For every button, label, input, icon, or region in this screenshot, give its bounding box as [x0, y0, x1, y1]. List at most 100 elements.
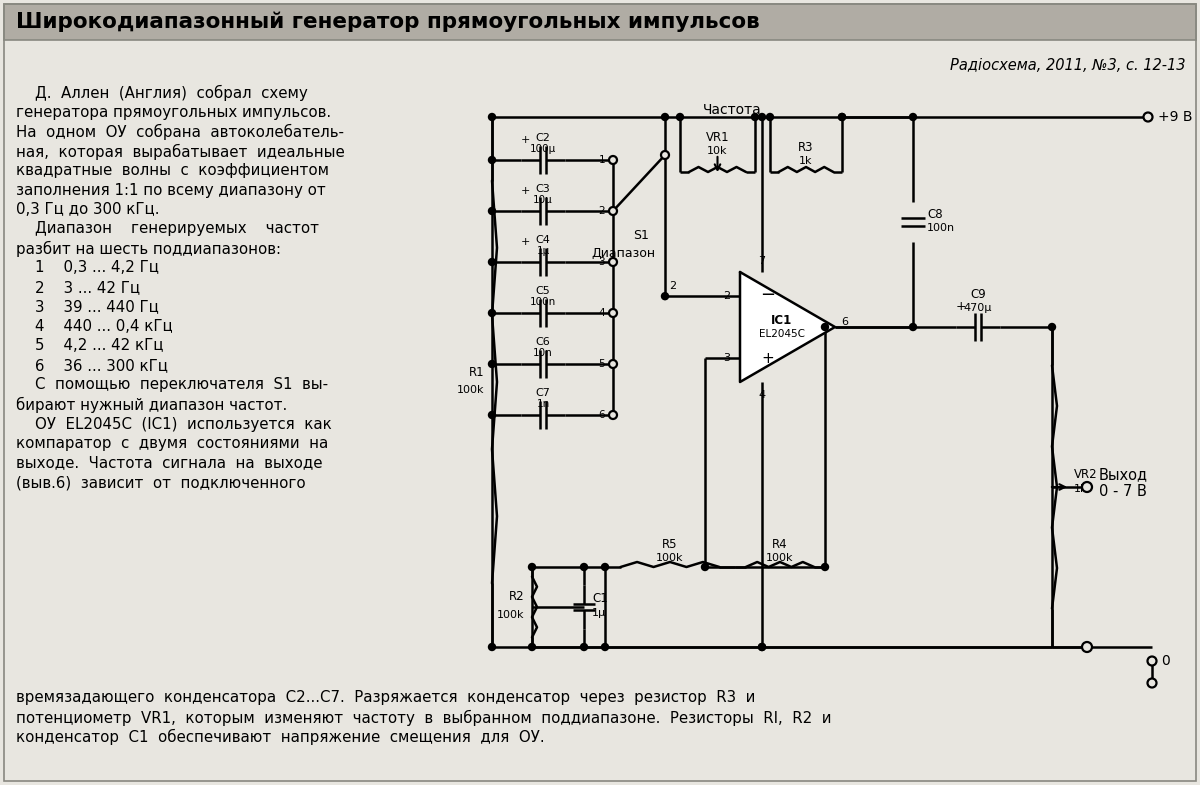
Text: 1n: 1n: [536, 399, 550, 409]
Circle shape: [1147, 656, 1157, 666]
Text: ная,  которая  вырабатывает  идеальные: ная, которая вырабатывает идеальные: [16, 144, 344, 159]
Text: VR1: VR1: [706, 131, 730, 144]
Text: C9: C9: [970, 288, 986, 301]
Text: компаратор  с  двумя  состояниями  на: компаратор с двумя состояниями на: [16, 436, 329, 451]
Circle shape: [528, 564, 535, 571]
Circle shape: [1144, 112, 1152, 122]
Text: C7: C7: [535, 388, 551, 398]
Text: 0 - 7 В: 0 - 7 В: [1099, 484, 1147, 498]
Text: Диапазон: Диапазон: [590, 247, 655, 260]
Text: 10n: 10n: [533, 348, 553, 358]
Circle shape: [488, 156, 496, 163]
Text: +: +: [521, 135, 529, 145]
Circle shape: [822, 564, 828, 571]
Circle shape: [488, 258, 496, 265]
Bar: [4, 4, 1196, 40]
Text: 100n: 100n: [928, 223, 955, 233]
Circle shape: [751, 114, 758, 121]
Text: 1μ: 1μ: [592, 608, 606, 618]
Circle shape: [488, 114, 496, 121]
Text: C2: C2: [535, 133, 551, 143]
Text: 0,3 Гц до 300 кГц.: 0,3 Гц до 300 кГц.: [16, 202, 160, 217]
Text: Радіосхема, 2011, №3, с. 12-13: Радіосхема, 2011, №3, с. 12-13: [949, 57, 1186, 72]
Text: C6: C6: [535, 337, 551, 347]
Circle shape: [758, 644, 766, 651]
Text: R3: R3: [798, 141, 814, 154]
Circle shape: [839, 114, 846, 121]
Circle shape: [488, 309, 496, 316]
Text: +: +: [762, 352, 774, 367]
Circle shape: [610, 258, 617, 266]
Circle shape: [839, 114, 846, 121]
Text: 4: 4: [758, 390, 766, 400]
Text: генератора прямоугольных импульсов.: генератора прямоугольных импульсов.: [16, 104, 331, 119]
Circle shape: [610, 411, 617, 419]
Text: 100k: 100k: [456, 385, 484, 395]
Text: ОУ  EL2045C  (IC1)  используется  как: ОУ EL2045C (IC1) используется как: [16, 417, 331, 432]
Text: 0: 0: [1162, 654, 1170, 668]
Text: 6: 6: [841, 317, 848, 327]
Text: −: −: [761, 287, 775, 305]
Circle shape: [661, 114, 668, 121]
Text: 2: 2: [722, 291, 730, 301]
Text: 4: 4: [599, 308, 605, 318]
Text: +: +: [521, 237, 529, 247]
Circle shape: [610, 309, 617, 317]
Text: 1k: 1k: [799, 156, 812, 166]
Text: 100μ: 100μ: [530, 144, 556, 154]
Text: 10k: 10k: [707, 146, 727, 156]
Circle shape: [677, 114, 684, 121]
Text: Частота: Частота: [703, 103, 762, 117]
Text: 1    0,3 ... 4,2 Гц: 1 0,3 ... 4,2 Гц: [16, 261, 158, 276]
Text: Диапазон    генерируемых    частот: Диапазон генерируемых частот: [16, 221, 319, 236]
Circle shape: [1082, 482, 1092, 492]
Circle shape: [488, 411, 496, 418]
Circle shape: [702, 564, 708, 571]
Circle shape: [1147, 678, 1157, 688]
Text: R1: R1: [468, 366, 484, 378]
Text: 470μ: 470μ: [964, 303, 992, 313]
Text: +9 В: +9 В: [1158, 110, 1193, 124]
Text: 4    440 ... 0,4 кГц: 4 440 ... 0,4 кГц: [16, 319, 173, 334]
Text: 1μ: 1μ: [536, 246, 550, 256]
Circle shape: [767, 114, 774, 121]
Text: (выв.6)  зависит  от  подключенного: (выв.6) зависит от подключенного: [16, 475, 306, 490]
Text: квадратные  волны  с  коэффициентом: квадратные волны с коэффициентом: [16, 163, 329, 178]
Text: 6    36 ... 300 кГц: 6 36 ... 300 кГц: [16, 358, 168, 373]
Text: C4: C4: [535, 235, 551, 245]
Circle shape: [661, 293, 668, 300]
Circle shape: [610, 360, 617, 368]
Circle shape: [758, 114, 766, 121]
Text: 5    4,2 ... 42 кГц: 5 4,2 ... 42 кГц: [16, 338, 163, 353]
Polygon shape: [740, 272, 835, 382]
Circle shape: [661, 151, 670, 159]
Text: 6: 6: [599, 410, 605, 420]
Circle shape: [1049, 323, 1056, 330]
Circle shape: [601, 644, 608, 651]
Text: выходе.  Частота  сигнала  на  выходе: выходе. Частота сигнала на выходе: [16, 455, 323, 470]
Text: 3: 3: [722, 352, 730, 363]
Circle shape: [488, 644, 496, 651]
Circle shape: [910, 114, 917, 121]
Circle shape: [910, 323, 917, 330]
Circle shape: [488, 207, 496, 214]
Text: IC1: IC1: [772, 315, 793, 327]
Text: бирают нужный диапазон частот.: бирают нужный диапазон частот.: [16, 397, 287, 413]
Circle shape: [528, 644, 535, 651]
Text: VR2: VR2: [1074, 469, 1098, 481]
Text: Д.  Аллен  (Англия)  собрал  схему: Д. Аллен (Англия) собрал схему: [16, 85, 307, 101]
Circle shape: [1082, 642, 1092, 652]
Text: C5: C5: [535, 286, 551, 296]
Text: На  одном  ОУ  собрана  автоколебатель-: На одном ОУ собрана автоколебатель-: [16, 124, 344, 141]
Text: +: +: [521, 186, 529, 196]
Text: конденсатор  С1  обеспечивают  напряжение  смещения  для  ОУ.: конденсатор С1 обеспечивают напряжение с…: [16, 729, 545, 745]
Text: С  помощью  переключателя  S1  вы-: С помощью переключателя S1 вы-: [16, 378, 328, 392]
Text: R2: R2: [509, 590, 524, 604]
Text: C8: C8: [928, 207, 943, 221]
Text: 100k: 100k: [497, 610, 524, 620]
Text: 100k: 100k: [767, 553, 793, 563]
Text: 3    39 ... 440 Гц: 3 39 ... 440 Гц: [16, 300, 158, 315]
Text: заполнения 1:1 по всему диапазону от: заполнения 1:1 по всему диапазону от: [16, 182, 325, 198]
Text: Широкодиапазонный генератор прямоугольных импульсов: Широкодиапазонный генератор прямоугольны…: [16, 12, 760, 32]
Text: 7: 7: [758, 256, 766, 266]
